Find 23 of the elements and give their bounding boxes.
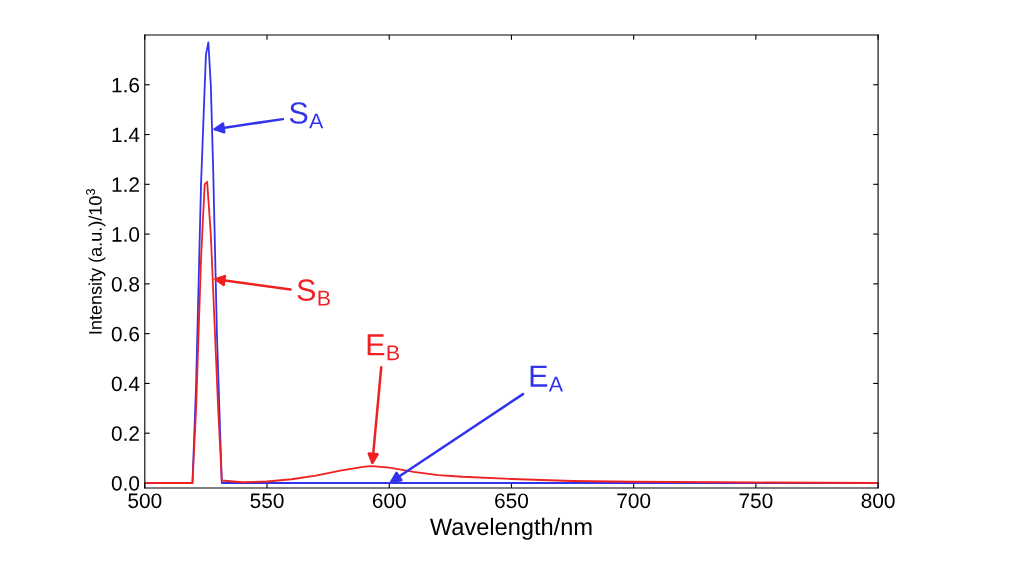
x-tick-label: 600 [372, 493, 406, 509]
annotation: E$_{B}$ [367, 334, 399, 361]
y-tick-label: 0.8 [111, 276, 140, 292]
line-series [144, 180, 879, 484]
x-tick-label: 500 [128, 493, 162, 509]
y-tick-label: 1.4 [112, 127, 140, 143]
x-axis-title: Wavelength/nm [429, 517, 592, 540]
y-tick-label: 0.6 [111, 326, 140, 342]
y-tick-label: 1.6 [112, 77, 140, 93]
y-tick-label: 1.0 [112, 227, 140, 242]
x-tick-label: 700 [617, 493, 651, 509]
y-tick-label: 1.2 [112, 177, 139, 192]
x-tick-label: 650 [495, 493, 529, 509]
annotation: S$_{B}$ [297, 279, 330, 306]
y-axis-title: Intensity (a.u.)/10$^{3}$ [86, 189, 106, 334]
y-tick-label: 0.2 [111, 426, 139, 441]
x-tick-label: 750 [739, 493, 773, 509]
y-tick-label: 0.0 [111, 475, 140, 491]
y-tick-label: 0.4 [111, 376, 140, 392]
annotation: S$_{A}$ [289, 102, 324, 129]
annotation: E$_{A}$ [530, 365, 564, 392]
x-tick-label: 550 [250, 493, 284, 509]
x-tick-label: 800 [861, 493, 895, 509]
